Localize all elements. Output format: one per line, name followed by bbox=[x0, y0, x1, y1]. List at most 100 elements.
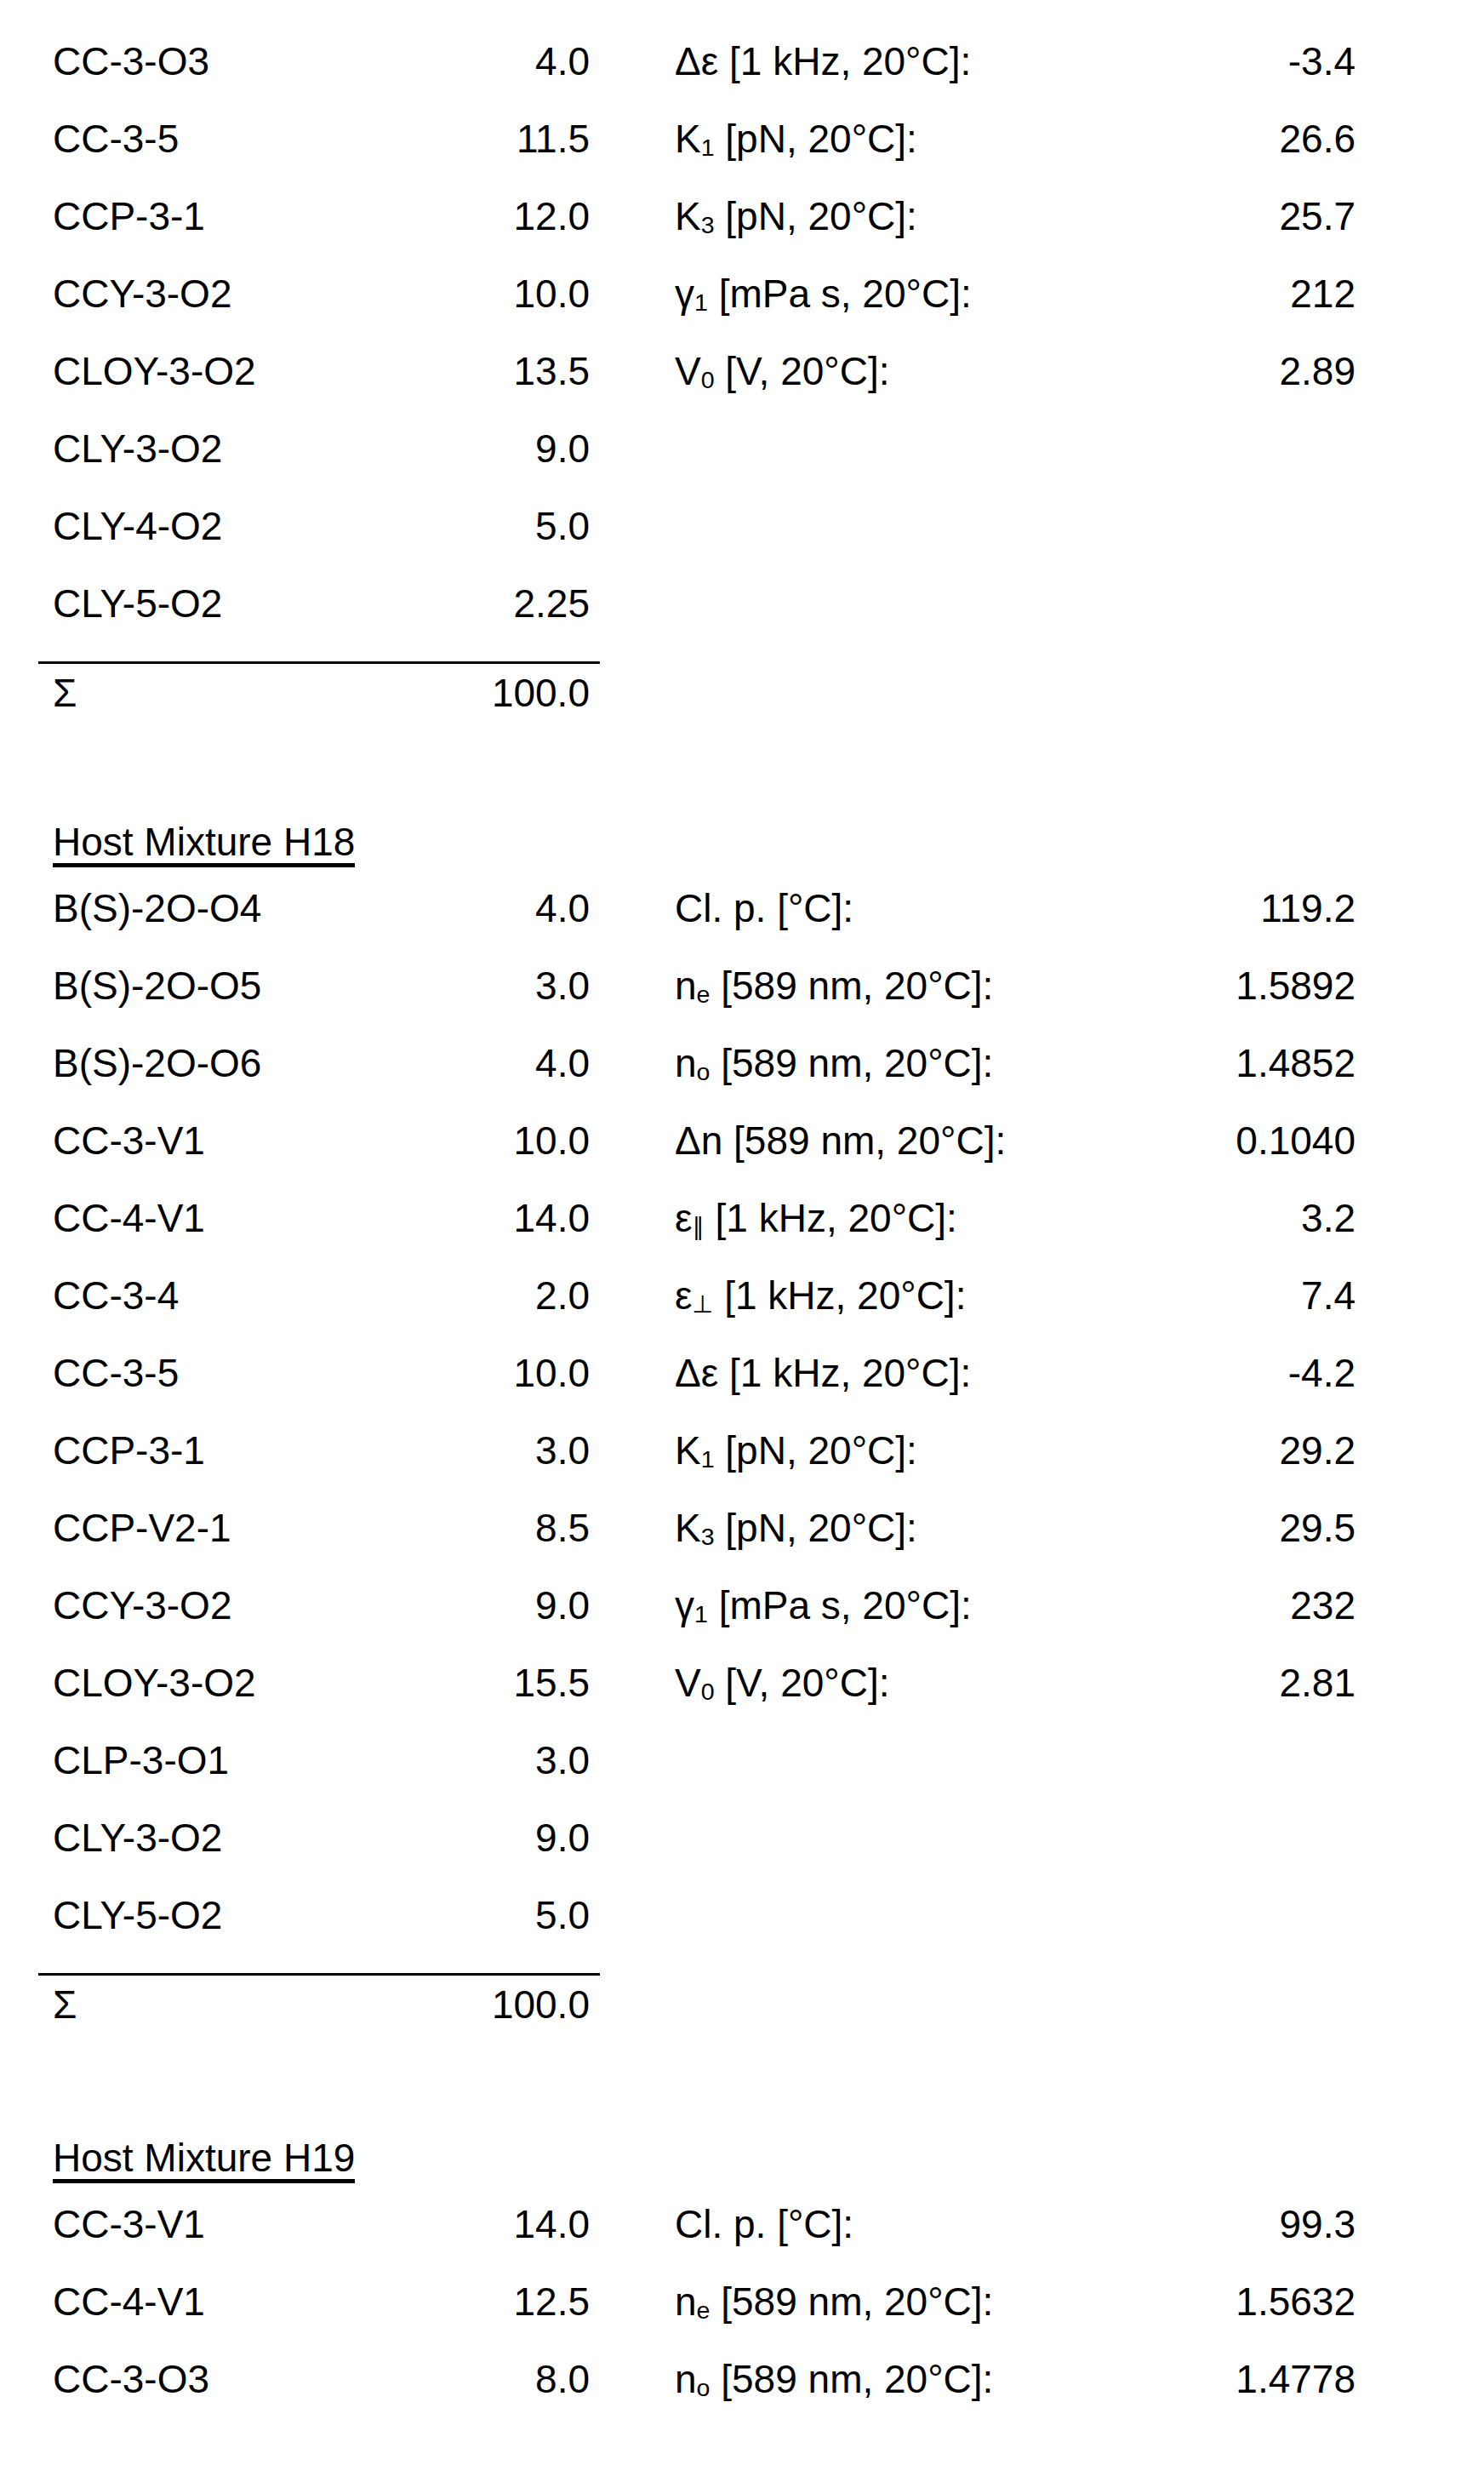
table-row: CCP-3-13.0K1 [pN, 20°C]:29.2 bbox=[53, 1431, 1484, 1508]
property-label: no [589 nm, 20°C]: bbox=[675, 1044, 1117, 1083]
sum-row: Σ100.0 bbox=[53, 1985, 1484, 2062]
property-value: -3.4 bbox=[1117, 42, 1356, 81]
component-name: B(S)-2O-O4 bbox=[53, 889, 410, 928]
property-label: K1 [pN, 20°C]: bbox=[675, 1431, 1117, 1470]
property-label: K3 [pN, 20°C]: bbox=[675, 197, 1117, 236]
table-row: CLY-5-O25.0 bbox=[53, 1896, 1484, 1973]
component-name: CC-3-V1 bbox=[53, 1121, 410, 1160]
table-row: CC-3-V114.0Cl. p. [°C]:99.3 bbox=[53, 2205, 1484, 2282]
subscript: 1 bbox=[694, 289, 708, 316]
property-label: ne [589 nm, 20°C]: bbox=[675, 2282, 1117, 2321]
component-concentration: 4.0 bbox=[410, 1044, 590, 1083]
component-concentration: 4.0 bbox=[410, 889, 590, 928]
property-value: 1.5632 bbox=[1117, 2282, 1356, 2321]
property-label: γ1 [mPa s, 20°C]: bbox=[675, 1586, 1117, 1625]
property-value: 2.81 bbox=[1117, 1663, 1356, 1702]
component-concentration: 5.0 bbox=[410, 506, 590, 546]
component-concentration: 8.5 bbox=[410, 1508, 590, 1547]
subscript: 3 bbox=[701, 1523, 715, 1550]
subscript: o bbox=[697, 1058, 711, 1085]
mixture-section: Host Mixture H19 CC-3-V114.0Cl. p. [°C]:9… bbox=[53, 2138, 1484, 2437]
component-name: CLY-4-O2 bbox=[53, 506, 410, 546]
subscript: ∥ bbox=[693, 1213, 705, 1240]
property-label: no [589 nm, 20°C]: bbox=[675, 2359, 1117, 2399]
property-label: Cl. p. [°C]: bbox=[675, 2205, 1117, 2244]
section-heading: Host Mixture H19 bbox=[53, 2138, 355, 2183]
component-concentration: 12.5 bbox=[410, 2282, 590, 2321]
table-row: B(S)-2O-O44.0Cl. p. [°C]:119.2 bbox=[53, 889, 1484, 966]
sum-symbol: Σ bbox=[53, 1985, 410, 2024]
sum-symbol: Σ bbox=[53, 673, 410, 712]
component-name: CC-3-4 bbox=[53, 1276, 410, 1315]
component-concentration: 12.0 bbox=[410, 197, 590, 236]
component-name: CCP-3-1 bbox=[53, 1431, 410, 1470]
table-row: CLY-5-O22.25 bbox=[53, 584, 1484, 661]
table-row: CC-3-V110.0Δn [589 nm, 20°C]:0.1040 bbox=[53, 1121, 1484, 1198]
component-name: CC-3-O3 bbox=[53, 42, 410, 81]
table-row: CC-4-V112.5 ne [589 nm, 20°C]:1.5632 bbox=[53, 2282, 1484, 2359]
component-concentration: 2.25 bbox=[410, 584, 590, 623]
component-name: CCY-3-O2 bbox=[53, 274, 410, 313]
component-concentration: 13.5 bbox=[410, 352, 590, 391]
component-name: CLOY-3-O2 bbox=[53, 1663, 410, 1702]
component-name: CC-3-V1 bbox=[53, 2205, 410, 2244]
property-value: 1.5892 bbox=[1117, 966, 1356, 1005]
component-name: CLOY-3-O2 bbox=[53, 352, 410, 391]
component-name: CC-4-V1 bbox=[53, 1198, 410, 1238]
property-label: γ1 [mPa s, 20°C]: bbox=[675, 274, 1117, 313]
table-row: B(S)-2O-O53.0 ne [589 nm, 20°C]:1.5892 bbox=[53, 966, 1484, 1044]
table-row: CCP-3-112.0K3 [pN, 20°C]:25.7 bbox=[53, 197, 1484, 274]
table-row: CLOY-3-O213.5V0 [V, 20°C]:2.89 bbox=[53, 352, 1484, 429]
property-value: 1.4852 bbox=[1117, 1044, 1356, 1083]
subscript: ⊥ bbox=[693, 1290, 714, 1318]
table-row: CC-3-O34.0Δε [1 kHz, 20°C]:-3.4 bbox=[53, 42, 1484, 119]
mixture-section: Host Mixture H18 B(S)-2O-O44.0Cl. p. [°C]… bbox=[53, 822, 1484, 2062]
component-name: CLY-3-O2 bbox=[53, 1818, 410, 1857]
component-concentration: 9.0 bbox=[410, 1818, 590, 1857]
table-row: CCY-3-O29.0 γ1 [mPa s, 20°C]:232 bbox=[53, 1586, 1484, 1663]
component-concentration: 10.0 bbox=[410, 1353, 590, 1393]
table-row: CC-3-O38.0 no [589 nm, 20°C]:1.4778 bbox=[53, 2359, 1484, 2437]
component-name: CCP-V2-1 bbox=[53, 1508, 410, 1547]
property-label: Δε [1 kHz, 20°C]: bbox=[675, 1353, 1117, 1393]
component-concentration: 3.0 bbox=[410, 966, 590, 1005]
property-value: 26.6 bbox=[1117, 119, 1356, 158]
section-heading: Host Mixture H18 bbox=[53, 822, 355, 867]
component-concentration: 9.0 bbox=[410, 1586, 590, 1625]
table-row: CLP-3-O13.0 bbox=[53, 1741, 1484, 1818]
property-label: ne [589 nm, 20°C]: bbox=[675, 966, 1117, 1005]
table-row: CC-3-510.0Δε [1 kHz, 20°C]:-4.2 bbox=[53, 1353, 1484, 1431]
component-name: B(S)-2O-O5 bbox=[53, 966, 410, 1005]
subscript: 1 bbox=[701, 1445, 715, 1473]
property-value: 119.2 bbox=[1117, 889, 1356, 928]
sum-divider-line bbox=[38, 1973, 600, 1976]
sum-value: 100.0 bbox=[410, 673, 590, 712]
mixture-tables: CC-3-O34.0Δε [1 kHz, 20°C]:-3.4CC-3-511.… bbox=[0, 0, 1484, 2437]
property-value: 1.4778 bbox=[1117, 2359, 1356, 2399]
mixture-section-continued: CC-3-O34.0Δε [1 kHz, 20°C]:-3.4CC-3-511.… bbox=[53, 42, 1484, 751]
component-name: CLY-3-O2 bbox=[53, 429, 410, 468]
component-concentration: 2.0 bbox=[410, 1276, 590, 1315]
component-name: CCY-3-O2 bbox=[53, 1586, 410, 1625]
component-concentration: 8.0 bbox=[410, 2359, 590, 2399]
property-value: 0.1040 bbox=[1117, 1121, 1356, 1160]
property-label: Δn [589 nm, 20°C]: bbox=[675, 1121, 1117, 1160]
subscript: 1 bbox=[701, 134, 715, 161]
property-value: 232 bbox=[1117, 1586, 1356, 1625]
component-name: CLY-5-O2 bbox=[53, 584, 410, 623]
component-name: CC-4-V1 bbox=[53, 2282, 410, 2321]
component-name: CC-3-O3 bbox=[53, 2359, 410, 2399]
component-name: CC-3-5 bbox=[53, 119, 410, 158]
property-label: ε∥ [1 kHz, 20°C]: bbox=[675, 1198, 1117, 1238]
component-concentration: 9.0 bbox=[410, 429, 590, 468]
table-row: CC-4-V114.0ε∥ [1 kHz, 20°C]:3.2 bbox=[53, 1198, 1484, 1276]
sum-value: 100.0 bbox=[410, 1985, 590, 2024]
subscript: 0 bbox=[701, 366, 715, 393]
table-row: CC-3-42.0ε⊥ [1 kHz, 20°C]:7.4 bbox=[53, 1276, 1484, 1353]
sum-row: Σ100.0 bbox=[53, 673, 1484, 751]
subscript: 1 bbox=[694, 1600, 708, 1627]
property-label: V0 [V, 20°C]: bbox=[675, 352, 1117, 391]
table-row: CLY-3-O29.0 bbox=[53, 429, 1484, 506]
component-concentration: 3.0 bbox=[410, 1741, 590, 1780]
sum-divider-line bbox=[38, 661, 600, 664]
